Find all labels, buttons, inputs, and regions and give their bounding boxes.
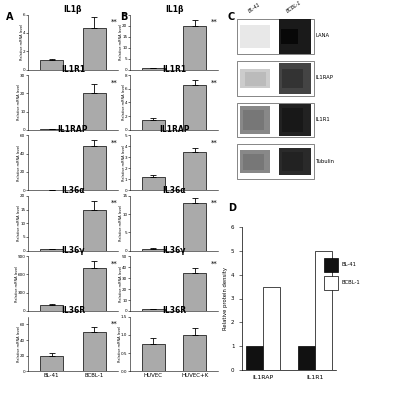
Y-axis label: Relative mRNA level: Relative mRNA level [17, 326, 21, 362]
Bar [83, 28, 106, 70]
Y-axis label: Relative mRNA level: Relative mRNA level [118, 326, 122, 362]
Bar [246, 346, 263, 370]
Bar [263, 287, 280, 370]
Bar [142, 309, 164, 311]
Text: **: ** [111, 200, 118, 206]
Bar [240, 25, 270, 48]
Bar [40, 305, 63, 311]
Bar [279, 148, 311, 175]
Bar [324, 258, 338, 271]
Text: **: ** [111, 261, 118, 267]
Y-axis label: Relative mRNA level: Relative mRNA level [119, 24, 123, 60]
Bar [184, 26, 206, 70]
Y-axis label: Relative mRNA level: Relative mRNA level [15, 265, 19, 302]
Bar [324, 276, 338, 290]
Y-axis label: Relative protein density: Relative protein density [223, 267, 228, 330]
Bar [40, 60, 63, 70]
Bar [83, 209, 106, 251]
Text: **: ** [211, 261, 218, 267]
Bar [83, 268, 106, 311]
Bar [298, 346, 315, 370]
Bar [142, 177, 164, 190]
Y-axis label: Relative mRNA level: Relative mRNA level [122, 145, 126, 181]
Text: **: ** [111, 140, 118, 146]
Text: IL36R: IL36R [162, 306, 186, 316]
Text: IL1RAP: IL1RAP [159, 125, 189, 135]
Bar [315, 251, 332, 370]
Bar [40, 356, 63, 371]
Bar [281, 29, 298, 44]
Bar [40, 249, 63, 251]
Text: IL1RAP: IL1RAP [316, 75, 334, 80]
Text: D: D [228, 203, 236, 213]
Bar [245, 72, 266, 86]
Y-axis label: Relative mRNA level: Relative mRNA level [17, 84, 21, 121]
Bar [142, 68, 164, 70]
Text: IL36γ: IL36γ [162, 246, 186, 255]
Bar [240, 68, 270, 88]
Text: IL1β: IL1β [64, 5, 82, 14]
Bar [142, 120, 164, 130]
Bar [282, 108, 303, 132]
Bar [142, 344, 164, 371]
Bar [282, 152, 303, 172]
Text: IL36α: IL36α [61, 186, 85, 195]
Text: B: B [120, 12, 127, 22]
Bar [184, 273, 206, 311]
Y-axis label: Relative mRNA level: Relative mRNA level [119, 265, 123, 302]
Bar [243, 110, 264, 130]
Text: Tubulin: Tubulin [316, 158, 335, 164]
Bar [282, 68, 303, 88]
Bar [279, 19, 311, 54]
Bar [83, 332, 106, 371]
Text: IL1R1: IL1R1 [162, 65, 186, 74]
Text: LANA: LANA [316, 33, 330, 38]
Y-axis label: Relative mRNA level: Relative mRNA level [17, 145, 21, 181]
Bar [142, 249, 164, 251]
Text: **: ** [211, 80, 218, 86]
Bar [184, 203, 206, 251]
Bar [279, 63, 311, 94]
Text: **: ** [111, 321, 118, 327]
Y-axis label: Relative mRNA level: Relative mRNA level [17, 205, 21, 241]
Text: IL1R1: IL1R1 [61, 65, 85, 74]
Text: **: ** [211, 140, 218, 146]
Text: BCBL-1: BCBL-1 [342, 280, 361, 285]
Bar [184, 152, 206, 190]
Text: IL1β: IL1β [165, 5, 183, 14]
Y-axis label: Relative mRNA level: Relative mRNA level [122, 84, 126, 121]
Text: BCBL-1: BCBL-1 [286, 0, 303, 14]
Bar [243, 154, 264, 170]
Text: **: ** [211, 19, 218, 25]
Text: A: A [6, 12, 14, 22]
Text: IL36γ: IL36γ [61, 246, 85, 255]
Bar [240, 150, 270, 174]
Text: C: C [228, 12, 235, 22]
Text: IL1R1: IL1R1 [316, 117, 331, 122]
Bar [83, 94, 106, 130]
Text: IL36R: IL36R [61, 306, 85, 316]
Text: IL36α: IL36α [162, 186, 186, 195]
Bar [83, 146, 106, 190]
Bar [40, 129, 63, 130]
Text: BL-41: BL-41 [248, 2, 262, 14]
Bar [184, 85, 206, 130]
Bar [184, 335, 206, 371]
Text: **: ** [211, 200, 218, 206]
Bar [279, 104, 311, 136]
Y-axis label: Relative mRNA level: Relative mRNA level [120, 205, 124, 241]
Text: **: ** [111, 80, 118, 86]
Text: BL-41: BL-41 [342, 262, 357, 267]
Text: **: ** [111, 19, 118, 25]
Text: IL1RAP: IL1RAP [58, 125, 88, 135]
Bar [240, 107, 270, 133]
Y-axis label: Relative mRNA level: Relative mRNA level [20, 24, 24, 60]
